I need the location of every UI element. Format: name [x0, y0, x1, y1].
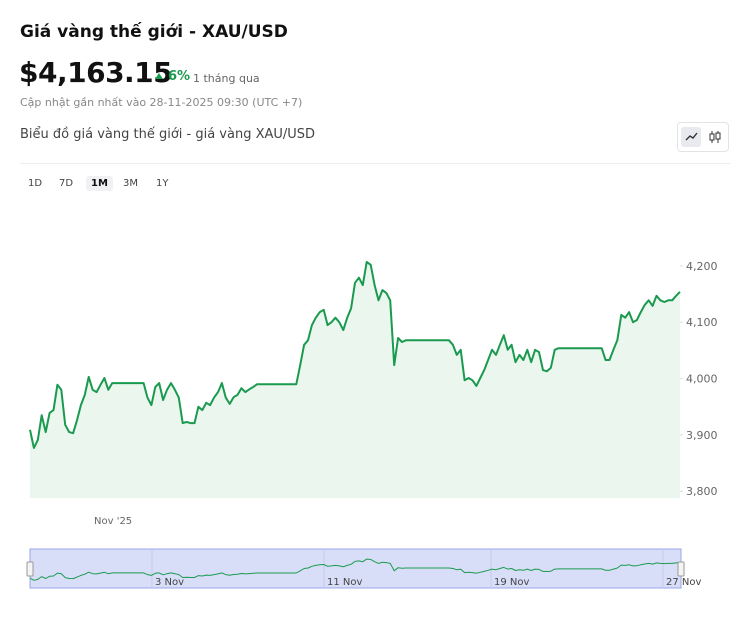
navigator-handle[interactable] [677, 561, 685, 577]
price-line [29, 261, 681, 449]
x-axis-label: Nov '25 [94, 516, 132, 527]
y-tick-label: 3,900 [686, 429, 718, 442]
area [30, 262, 680, 498]
up-arrow [155, 73, 163, 79]
navigator-line [29, 558, 681, 581]
price: $4,163.15 [19, 56, 173, 89]
y-tick-label: 3,800 [686, 485, 718, 498]
y-tick-label: 4,000 [686, 373, 718, 386]
range-button[interactable]: 1Y [156, 178, 169, 189]
navigator-label: 27 Nov [666, 577, 702, 588]
candle-chart-button[interactable] [705, 127, 725, 147]
navigator-label: 19 Nov [494, 577, 530, 588]
y-tick-label: 4,200 [686, 260, 718, 273]
range-button[interactable]: 1D [28, 178, 43, 189]
subtitle: Biểu đồ giá vàng thế giới - giá vàng XAU… [20, 127, 316, 142]
y-tick-label: 4,100 [686, 316, 718, 329]
divider [20, 163, 730, 164]
range-button[interactable]: 7D [59, 178, 74, 189]
change: 6% [168, 69, 191, 84]
range-button[interactable]: 1M [86, 176, 113, 191]
navigator-label: 3 Nov [155, 577, 184, 588]
change-period: 1 tháng qua [193, 72, 260, 85]
line-icon [685, 132, 698, 141]
updated: Cập nhật gần nhất vào 28-11-2025 09:30 (… [20, 96, 303, 109]
range-button[interactable]: 3M [123, 178, 138, 189]
chart-style-toggle [677, 122, 729, 152]
line-chart-button[interactable] [681, 127, 701, 147]
candle-icon [709, 131, 721, 143]
navigator-label: 11 Nov [327, 577, 363, 588]
navigator-handle[interactable] [26, 561, 34, 577]
page-title: Giá vàng thế giới - XAU/USD [20, 22, 288, 42]
